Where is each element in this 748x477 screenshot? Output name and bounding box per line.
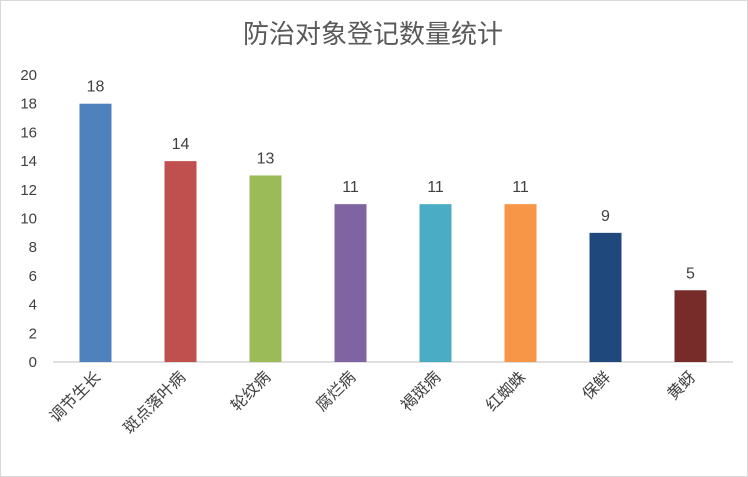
chart-title: 防治对象登记数量统计 [243, 20, 503, 50]
y-tick-label: 2 [29, 325, 37, 342]
x-tick-label: 红蜘蛛 [482, 367, 529, 414]
x-tick-label: 保鲜 [578, 367, 614, 403]
y-tick-label: 8 [29, 239, 37, 256]
bar-4 [334, 204, 367, 362]
data-label: 11 [427, 179, 444, 196]
y-tick-label: 16 [20, 124, 37, 141]
data-label: 14 [172, 136, 190, 153]
bar-5 [419, 204, 452, 362]
y-tick-label: 20 [20, 67, 37, 84]
y-tick-label: 12 [20, 182, 37, 199]
y-tick-label: 4 [29, 297, 37, 314]
x-tick-labels: 调节生长 斑点落叶病 轮纹病 腐烂病 褐斑病 红蜘蛛 保鲜 黄蚜 [46, 367, 700, 437]
bar-8 [674, 290, 707, 362]
y-tick-label: 10 [20, 211, 37, 228]
y-tick-label: 6 [29, 268, 37, 285]
y-tick-label: 14 [20, 153, 37, 170]
bar-1 [79, 103, 112, 362]
y-tick-label: 18 [20, 96, 37, 113]
data-label: 11 [512, 179, 529, 196]
bar-3 [249, 175, 282, 362]
y-tick-label: 0 [29, 354, 37, 371]
x-tick-label: 黄蚜 [663, 367, 699, 403]
data-label: 11 [342, 179, 359, 196]
x-tick-label: 褐斑病 [397, 367, 444, 414]
data-label: 5 [686, 265, 695, 282]
bar-2 [164, 161, 197, 362]
data-labels: 18 14 13 11 11 11 9 5 [87, 79, 695, 283]
data-label: 13 [257, 150, 275, 167]
data-label: 18 [87, 79, 105, 96]
bars [79, 103, 707, 362]
bar-6 [504, 204, 537, 362]
x-tick-label: 腐烂病 [312, 367, 359, 414]
bar-7 [589, 232, 622, 362]
x-tick-label: 调节生长 [46, 367, 105, 426]
y-tick-labels: 0 2 4 6 8 10 12 14 16 18 20 [20, 67, 37, 371]
x-tick-label: 轮纹病 [227, 367, 274, 414]
x-tick-label: 斑点落叶病 [119, 367, 189, 437]
data-label: 9 [601, 208, 610, 225]
